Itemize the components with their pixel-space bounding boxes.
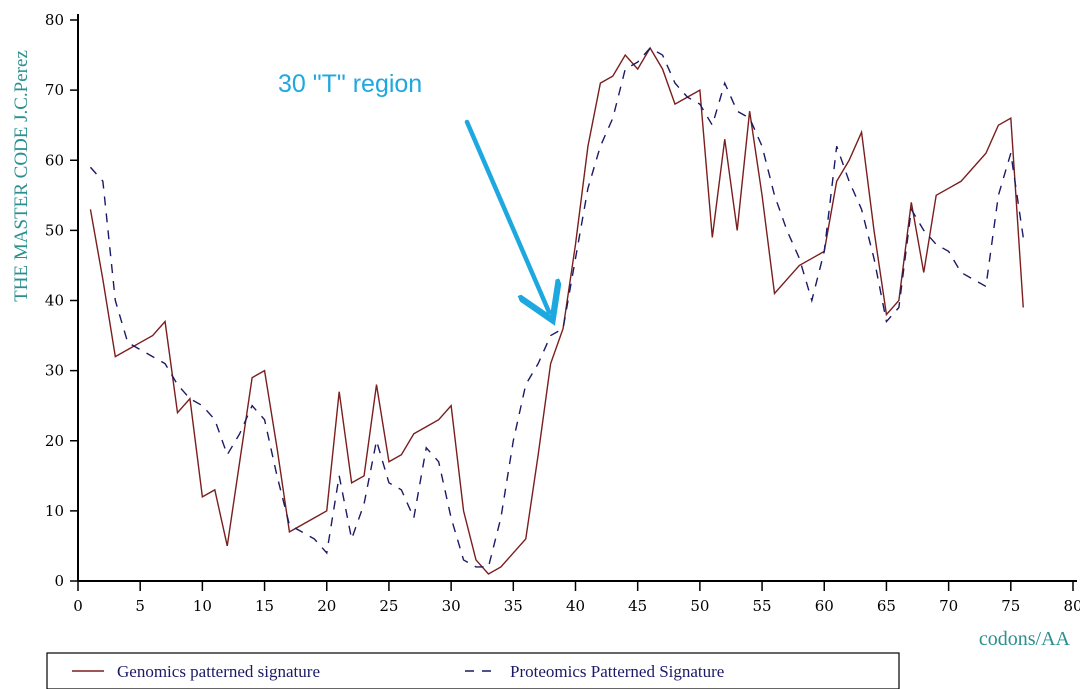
- x-tick-label: 35: [504, 597, 523, 615]
- x-tick-label: 65: [877, 597, 896, 615]
- y-tick-label: 30: [45, 362, 64, 380]
- y-tick-label: 50: [45, 221, 64, 239]
- y-tick-label: 70: [45, 81, 64, 99]
- y-tick-label: 0: [54, 572, 64, 590]
- x-tick-label: 10: [193, 597, 212, 615]
- x-tick-label: 70: [939, 597, 958, 615]
- legend-genomics-label: Genomics patterned signature: [117, 662, 320, 681]
- x-tick-label: 20: [317, 597, 336, 615]
- y-tick-label: 40: [45, 292, 64, 310]
- x-axis-label: codons/AA: [979, 628, 1071, 650]
- series-line-proteomics: [89, 47, 1024, 568]
- y-tick-label: 60: [45, 151, 64, 169]
- x-tick-label: 5: [135, 597, 145, 615]
- x-tick-label: 0: [73, 597, 83, 615]
- x-tick-label: 50: [690, 597, 709, 615]
- y-tick-label: 10: [45, 502, 64, 520]
- legend-proteomics-label: Proteomics Patterned Signature: [510, 662, 724, 681]
- y-axis-label: THE MASTER CODE J.C.Perez: [11, 50, 32, 302]
- x-tick-label: 30: [442, 597, 461, 615]
- axes: 0 10 20 30 40 50 60 70 80 0 5 10 15 20 25 30 35 40 45 50 55 6…: [45, 11, 1080, 615]
- x-tick-label: 25: [379, 597, 398, 615]
- y-tick-label: 20: [45, 432, 64, 450]
- x-tick-label: 45: [628, 597, 647, 615]
- annotation-arrow: [464, 119, 549, 312]
- series-line-genomics: [89, 46, 1024, 575]
- x-tick-label: 15: [255, 597, 274, 615]
- annotation-label: 30 "T" region: [278, 70, 422, 98]
- x-tick-label: 40: [566, 597, 585, 615]
- x-tick-label: 55: [753, 597, 772, 615]
- series-layer: [89, 46, 1024, 575]
- y-tick-label: 80: [45, 11, 64, 29]
- x-tick-label: 80: [1063, 597, 1080, 615]
- x-tick-label: 60: [815, 597, 834, 615]
- x-tick-label: 75: [1001, 597, 1020, 615]
